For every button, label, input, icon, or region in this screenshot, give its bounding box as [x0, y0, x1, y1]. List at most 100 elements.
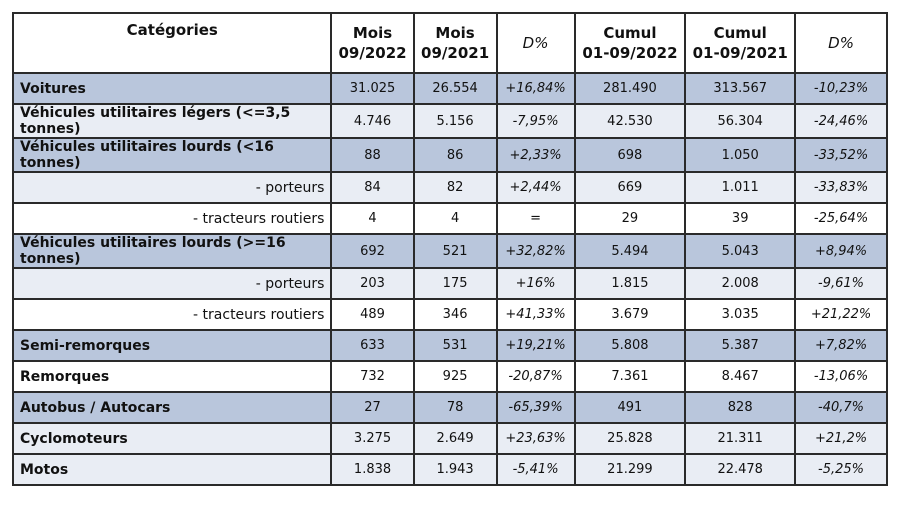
value-cell: 281.490 [573, 72, 687, 105]
table-row: Voitures 31.025 26.554 +16,84% 281.490 313.56… [11, 72, 888, 105]
table-row: Motos 1.838 1.943 -5,41% 21.299 22.478 -5,25% [11, 453, 888, 486]
value-cell: 4 [330, 202, 415, 235]
category-cell: Véhicules utilitaires lourds (<16 tonnes… [11, 137, 333, 173]
category-cell: Véhicules utilitaires légers (<=3,5 tonn… [11, 103, 333, 139]
value-cell: -65,39% [495, 391, 576, 424]
value-cell: 29 [573, 202, 687, 235]
value-cell: 1.838 [330, 453, 415, 486]
value-cell: +41,33% [495, 298, 576, 331]
value-cell: 84 [330, 171, 415, 204]
value-cell: 7.361 [573, 360, 687, 393]
value-cell: +23,63% [495, 422, 576, 455]
table-row: - tracteurs routiers 4 4 = 29 39 -25,64% [11, 202, 888, 235]
value-cell: 2.649 [412, 422, 498, 455]
header-row: Catégories Mois 09/2022 Mois 09/2021 D% Cumu… [11, 12, 888, 74]
value-cell: 828 [684, 391, 797, 424]
value-cell: 82 [412, 171, 498, 204]
value-cell: 1.011 [684, 171, 797, 204]
value-cell: 56.304 [684, 103, 797, 139]
value-cell: 26.554 [412, 72, 498, 105]
value-cell: 313.567 [684, 72, 797, 105]
value-cell: 31.025 [330, 72, 415, 105]
value-cell: 2.008 [684, 267, 797, 300]
value-cell: +2,44% [495, 171, 576, 204]
value-cell: 491 [573, 391, 687, 424]
table-row: - porteurs 84 82 +2,44% 669 1.011 -33,83% [11, 171, 888, 204]
value-cell: 21.311 [684, 422, 797, 455]
table-row: Véhicules utilitaires lourds (<16 tonnes… [11, 137, 888, 173]
category-cell: Semi-remorques [11, 329, 333, 362]
value-cell: 25.828 [573, 422, 687, 455]
column-header: Cumul 01-09/2021 [684, 12, 797, 74]
value-cell: +21,22% [794, 298, 888, 331]
value-cell: 633 [330, 329, 415, 362]
table-row: Véhicules utilitaires lourds (>=16 tonne… [11, 233, 888, 269]
category-cell: Autobus / Autocars [11, 391, 333, 424]
value-cell: 4 [412, 202, 498, 235]
column-header: Catégories [11, 12, 333, 74]
value-cell: 521 [412, 233, 498, 269]
value-cell: 489 [330, 298, 415, 331]
value-cell: 732 [330, 360, 415, 393]
value-cell: +7,82% [794, 329, 888, 362]
value-cell: +21,2% [794, 422, 888, 455]
table-body: Voitures 31.025 26.554 +16,84% 281.490 313.56… [11, 72, 888, 486]
value-cell: 692 [330, 233, 415, 269]
value-cell: +8,94% [794, 233, 888, 269]
stats-table: Catégories Mois 09/2022 Mois 09/2021 D% Cumu… [11, 12, 888, 486]
value-cell: +16% [495, 267, 576, 300]
value-cell: -24,46% [794, 103, 888, 139]
category-cell: Cyclomoteurs [11, 422, 333, 455]
value-cell: 8.467 [684, 360, 797, 393]
value-cell: 175 [412, 267, 498, 300]
category-cell: Voitures [11, 72, 333, 105]
value-cell: 86 [412, 137, 498, 173]
value-cell: 203 [330, 267, 415, 300]
category-cell: - tracteurs routiers [11, 202, 333, 235]
value-cell: -13,06% [794, 360, 888, 393]
category-cell: Motos [11, 453, 333, 486]
value-cell: -33,52% [794, 137, 888, 173]
value-cell: 925 [412, 360, 498, 393]
value-cell: 5.043 [684, 233, 797, 269]
value-cell: 27 [330, 391, 415, 424]
value-cell: 531 [412, 329, 498, 362]
value-cell: 78 [412, 391, 498, 424]
value-cell: 5.494 [573, 233, 687, 269]
value-cell: -40,7% [794, 391, 888, 424]
value-cell: -25,64% [794, 202, 888, 235]
value-cell: +19,21% [495, 329, 576, 362]
value-cell: 5.156 [412, 103, 498, 139]
value-cell: +32,82% [495, 233, 576, 269]
value-cell: 42.530 [573, 103, 687, 139]
value-cell: -7,95% [495, 103, 576, 139]
value-cell: -10,23% [794, 72, 888, 105]
value-cell: 669 [573, 171, 687, 204]
value-cell: 1.050 [684, 137, 797, 173]
table-row: Remorques 732 925 -20,87% 7.361 8.467 -13,06% [11, 360, 888, 393]
value-cell: 698 [573, 137, 687, 173]
value-cell: 88 [330, 137, 415, 173]
value-cell: 5.387 [684, 329, 797, 362]
value-cell: 3.035 [684, 298, 797, 331]
column-header: D% [495, 12, 576, 74]
value-cell: 3.679 [573, 298, 687, 331]
value-cell: 346 [412, 298, 498, 331]
column-header: Mois 09/2021 [412, 12, 498, 74]
value-cell: 21.299 [573, 453, 687, 486]
value-cell: = [495, 202, 576, 235]
category-cell: Véhicules utilitaires lourds (>=16 tonne… [11, 233, 333, 269]
table-row: Véhicules utilitaires légers (<=3,5 tonn… [11, 103, 888, 139]
table-row: Autobus / Autocars 27 78 -65,39% 491 828 -40,7… [11, 391, 888, 424]
value-cell: 1.943 [412, 453, 498, 486]
table-row: - porteurs 203 175 +16% 1.815 2.008 -9,61% [11, 267, 888, 300]
table-row: Semi-remorques 633 531 +19,21% 5.808 5.387 +7,… [11, 329, 888, 362]
value-cell: -5,25% [794, 453, 888, 486]
value-cell: -9,61% [794, 267, 888, 300]
value-cell: 39 [684, 202, 797, 235]
value-cell: 4.746 [330, 103, 415, 139]
value-cell: -20,87% [495, 360, 576, 393]
value-cell: 22.478 [684, 453, 797, 486]
column-header: D% [794, 12, 888, 74]
